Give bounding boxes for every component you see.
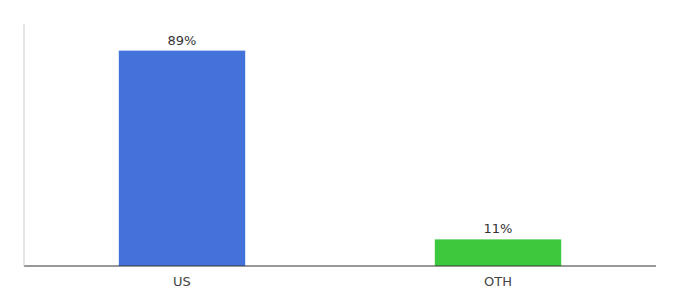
x-axis-line — [24, 266, 656, 267]
chart-container: US OTH 89% 11% — [0, 0, 680, 300]
x-tick-label: OTH — [484, 274, 512, 289]
data-label: 89% — [168, 33, 197, 48]
bar — [119, 51, 245, 266]
bar — [435, 239, 561, 266]
data-label: 11% — [484, 221, 513, 236]
y-axis-line — [24, 24, 25, 266]
bars — [119, 51, 561, 266]
x-tick-label: US — [173, 274, 191, 289]
chart: US OTH 89% 11% — [0, 0, 680, 300]
